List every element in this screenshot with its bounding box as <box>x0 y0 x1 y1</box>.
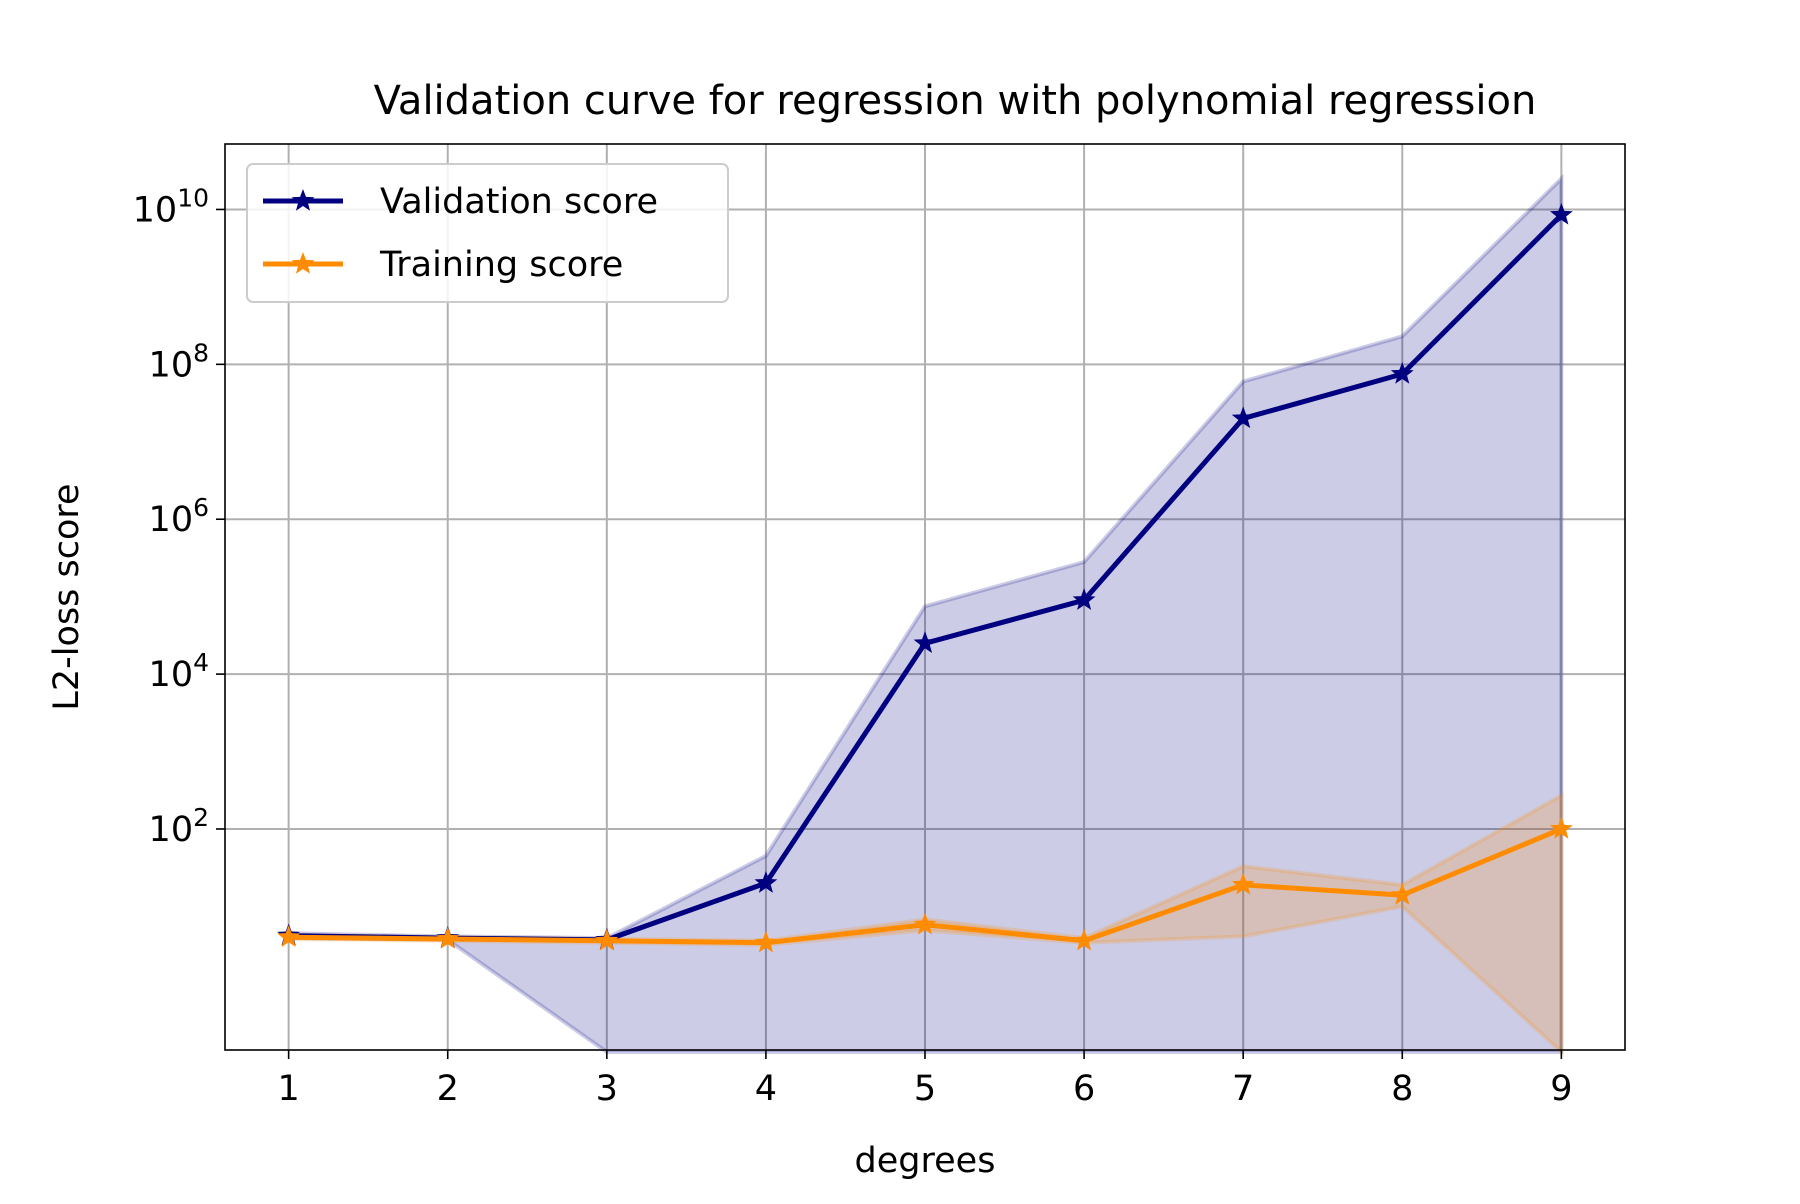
data-point-0 <box>1390 362 1414 384</box>
y-tick-label: 104 <box>149 648 209 695</box>
data-point-1 <box>754 930 778 953</box>
x-tick-label: 6 <box>1073 1069 1095 1109</box>
x-tick-label: 2 <box>437 1069 459 1109</box>
x-axis-label: degrees <box>855 1141 996 1181</box>
y-axis-label: L2-loss score <box>47 483 87 710</box>
legend: Validation score Training score <box>246 163 729 303</box>
data-point-1 <box>1549 816 1573 839</box>
legend-label-training: Training score <box>379 245 623 285</box>
legend-marker-training <box>291 252 315 274</box>
x-axis: 1 2 3 4 5 6 7 8 9 <box>277 1050 1573 1109</box>
x-tick-label: 5 <box>914 1069 936 1109</box>
y-tick-label: 106 <box>149 493 209 540</box>
y-tick-label: 102 <box>149 803 209 850</box>
x-tick-label: 3 <box>596 1069 618 1109</box>
data-point-1 <box>277 925 301 947</box>
series-lines <box>277 202 1573 953</box>
chart-title: Validation curve for regression with pol… <box>374 78 1537 124</box>
data-point-1 <box>1072 928 1096 951</box>
data-point-0 <box>754 871 778 893</box>
x-tick-label: 4 <box>755 1069 777 1109</box>
y-tick-label: 108 <box>149 338 209 385</box>
data-point-1 <box>913 912 937 935</box>
x-tick-label: 1 <box>277 1069 299 1109</box>
data-point-0 <box>1231 406 1255 429</box>
legend-frame <box>246 163 729 303</box>
x-tick-label: 7 <box>1232 1069 1254 1109</box>
y-tick-label: 1010 <box>133 183 209 230</box>
data-point-0 <box>913 631 937 653</box>
data-point-0 <box>1549 202 1573 225</box>
data-point-1 <box>1231 872 1255 895</box>
data-point-1 <box>595 928 619 951</box>
y-axis: 102 104 106 108 1010 <box>133 183 225 850</box>
data-point-0 <box>1072 588 1096 610</box>
x-tick-label: 9 <box>1550 1069 1572 1109</box>
x-tick-label: 8 <box>1391 1069 1413 1109</box>
legend-label-validation: Validation score <box>380 182 658 222</box>
legend-marker-validation <box>291 189 315 211</box>
data-point-1 <box>436 926 460 949</box>
data-point-1 <box>1390 883 1414 905</box>
